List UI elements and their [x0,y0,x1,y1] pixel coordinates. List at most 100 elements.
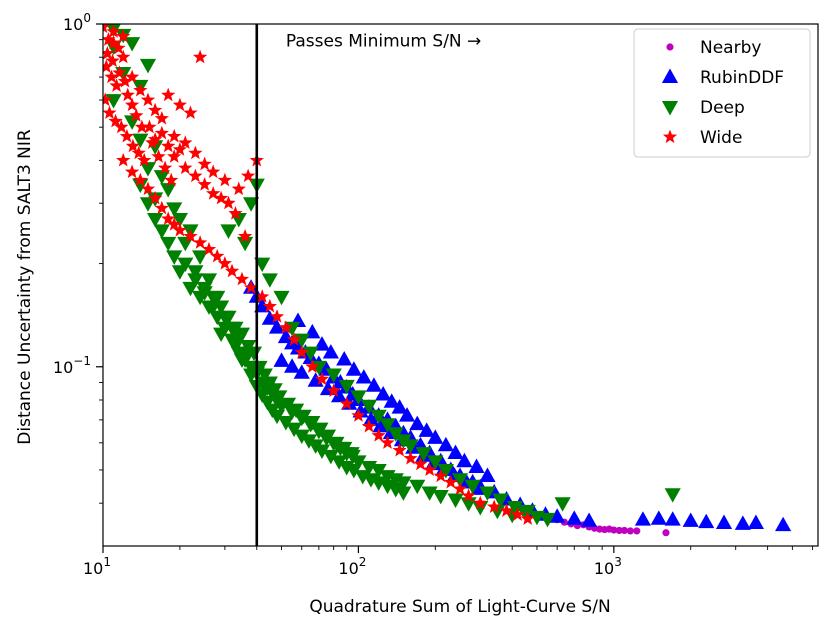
x-tick-label: 101 [83,555,111,578]
wide-point [137,152,152,167]
wide-point [361,418,377,433]
rubinddf-point [391,399,408,414]
deep-point [268,409,286,425]
wide-point [106,24,121,38]
wide-point [140,92,156,107]
wide-point [183,105,198,120]
wide-point [134,119,150,134]
deep-point [213,300,230,315]
wide-point [231,181,246,196]
legend-box [633,28,811,158]
wide-point [124,97,140,112]
rubinddf-point [284,358,301,373]
wide-point [116,152,131,167]
deep-point [554,497,571,512]
wide-point [112,65,127,79]
wide-point [151,149,166,163]
deep-point [153,224,170,239]
rubinddf-point [664,511,681,526]
wide-point [142,119,157,134]
wide-point [234,271,250,286]
wide-point [120,87,135,102]
rubinddf-point [268,319,286,334]
legend-entry-deep: Deep [661,98,745,118]
wide-point [286,332,302,346]
wide-point [228,206,243,220]
wide-point [109,78,124,92]
wide-point [148,132,163,146]
legend-entry-nearby: Nearby [666,38,761,58]
deep-point [472,500,489,516]
legend-label: Wide [700,128,742,148]
wide-point [172,97,188,112]
rubinddf-point [715,514,733,530]
rubinddf-point [322,344,339,359]
rubinddf-point [409,415,426,431]
deep-point [237,353,254,369]
legend-label: Nearby [700,38,761,58]
wide-point [103,59,114,73]
deep-point [132,178,149,194]
legend: Nearby RubinDDF Deep Wide [633,28,811,158]
wide-point [326,383,341,398]
deep-point [243,197,260,212]
series-deep [103,24,681,528]
nearby-point [633,527,641,535]
wide-point [178,135,193,149]
wide-point [140,181,156,196]
wide-point [197,156,212,171]
wide-point [103,24,111,34]
wide-point [255,289,270,303]
deep-point [153,170,170,185]
deep-point [432,489,449,505]
wide-legend-marker [662,129,678,144]
deep-point [187,273,204,288]
wide-point [125,138,141,153]
deep-point [451,473,469,488]
deep-point [192,250,209,265]
deep-point [273,290,290,306]
deep-point [325,368,342,383]
wide-point [262,298,277,313]
nearby-point [662,529,670,537]
deep-point [243,368,260,383]
wide-point [213,190,229,205]
wide-point [148,102,163,117]
deep-legend-marker [661,101,679,116]
wide-point [103,105,117,120]
wide-point [111,40,126,55]
wide-point [106,35,121,50]
rubinddf-point [398,407,416,422]
rubinddf-legend-marker [661,68,679,83]
deep-point [254,388,271,404]
wide-point [131,145,146,160]
rubinddf-point [634,511,652,526]
deep-point [124,37,141,52]
deep-point [287,403,305,419]
wide-point [129,108,144,122]
wide-point [116,49,131,64]
wide-point [133,82,148,97]
deep-point [343,447,360,462]
rubinddf-point [775,516,792,532]
deep-point [139,162,157,177]
wide-point [206,164,221,179]
deep-point [539,512,556,528]
wide-point [164,172,179,187]
x-tick-label: 102 [338,555,366,578]
wide-point [167,217,182,231]
wide-point [278,320,294,334]
data-points [103,24,792,537]
wide-point [413,456,428,471]
deep-point [220,310,237,326]
deep-point [415,447,432,462]
deep-point [279,397,297,413]
rubinddf-point [365,377,382,392]
rubinddf-point [650,510,667,525]
wide-point [124,164,140,179]
rubinddf-point [747,514,764,530]
wide-point [371,428,386,442]
wide-point [124,69,140,84]
rubinddf-point [336,351,353,366]
